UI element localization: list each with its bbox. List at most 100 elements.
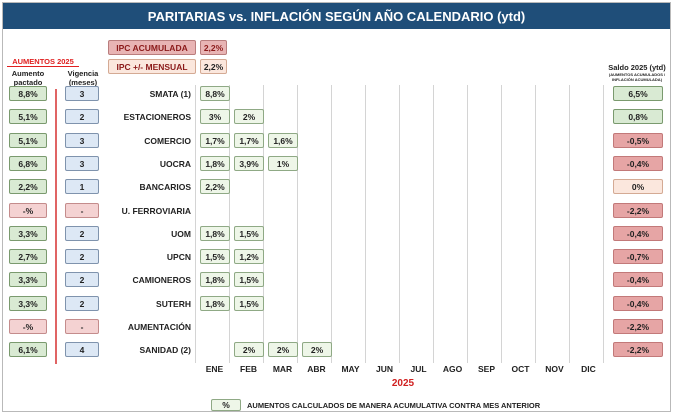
aumentos-group-header: AUMENTOS 2025 bbox=[7, 57, 79, 67]
monthly-increase-cell: 3% bbox=[200, 109, 230, 124]
monthly-increase-cell: 1% bbox=[268, 156, 298, 171]
union-name: UOM bbox=[171, 229, 191, 239]
aumento-pactado-cell: -% bbox=[9, 319, 47, 334]
aumento-pactado-cell: -% bbox=[9, 203, 47, 218]
month-divider bbox=[467, 85, 468, 363]
union-name: COMERCIO bbox=[144, 136, 191, 146]
saldo-subheader: (AUMENTOS ACUMULADOS / INFLACIÓN ACUMULA… bbox=[608, 72, 666, 82]
union-name: ESTACIONEROS bbox=[123, 112, 191, 122]
aumento-pactado-cell: 2,2% bbox=[9, 179, 47, 194]
union-name: BANCARIOS bbox=[139, 182, 191, 192]
saldo-cell: -0,4% bbox=[613, 156, 663, 171]
page-title: PARITARIAS vs. INFLACIÓN SEGÚN AÑO CALEN… bbox=[3, 3, 670, 29]
saldo-cell: -0,5% bbox=[613, 133, 663, 148]
monthly-increase-cell: 2% bbox=[268, 342, 298, 357]
vigencia-cell: - bbox=[65, 319, 99, 334]
aumento-pactado-header: Aumento pactado bbox=[11, 69, 45, 87]
aumento-pactado-cell: 5,1% bbox=[9, 109, 47, 124]
vigencia-cell: 3 bbox=[65, 156, 99, 171]
year-label: 2025 bbox=[391, 378, 415, 389]
union-name: U. FERROVIARIA bbox=[121, 206, 191, 216]
month-label: DIC bbox=[581, 364, 596, 374]
month-divider bbox=[263, 85, 264, 363]
aumento-pactado-cell: 3,3% bbox=[9, 296, 47, 311]
month-label: OCT bbox=[511, 364, 530, 374]
saldo-header: Saldo 2025 (ytd) bbox=[608, 63, 666, 72]
month-divider bbox=[399, 85, 400, 363]
union-name: UOCRA bbox=[159, 159, 191, 169]
aumento-pactado-cell: 5,1% bbox=[9, 133, 47, 148]
month-label: ENE bbox=[205, 364, 224, 374]
monthly-increase-cell: 1,5% bbox=[200, 249, 230, 264]
ipc-acumulada-value: 2,2% bbox=[200, 40, 227, 55]
vigencia-cell: 2 bbox=[65, 109, 99, 124]
month-divider bbox=[433, 85, 434, 363]
aumento-pactado-cell: 2,7% bbox=[9, 249, 47, 264]
legend-swatch: % bbox=[211, 399, 241, 411]
month-label: MAR bbox=[272, 364, 293, 374]
saldo-cell: -2,2% bbox=[613, 342, 663, 357]
month-label: AGO bbox=[442, 364, 463, 374]
aumento-pactado-cell: 3,3% bbox=[9, 226, 47, 241]
vigencia-cell: 3 bbox=[65, 133, 99, 148]
ipc-acumulada-label: IPC ACUMULADA bbox=[108, 40, 196, 55]
monthly-increase-cell: 1,5% bbox=[234, 226, 264, 241]
saldo-cell: 0% bbox=[613, 179, 663, 194]
monthly-increase-cell: 1,6% bbox=[268, 133, 298, 148]
monthly-increase-cell: 2% bbox=[234, 109, 264, 124]
vigencia-cell: - bbox=[65, 203, 99, 218]
ipc-mensual-label: IPC +/- MENSUAL bbox=[108, 59, 196, 74]
month-divider bbox=[535, 85, 536, 363]
month-label: ABR bbox=[307, 364, 326, 374]
ipc-mensual-value: 2,2% bbox=[200, 59, 227, 74]
vigencia-header: Vigencia (meses) bbox=[67, 69, 99, 87]
monthly-increase-cell: 1,5% bbox=[234, 272, 264, 287]
union-name: SANIDAD (2) bbox=[139, 345, 191, 355]
saldo-cell: -2,2% bbox=[613, 203, 663, 218]
saldo-cell: 0,8% bbox=[613, 109, 663, 124]
vigencia-cell: 2 bbox=[65, 226, 99, 241]
aumento-pactado-cell: 6,8% bbox=[9, 156, 47, 171]
month-divider bbox=[297, 85, 298, 363]
month-label: SEP bbox=[477, 364, 495, 374]
monthly-increase-cell: 3,9% bbox=[234, 156, 264, 171]
month-divider bbox=[195, 85, 196, 363]
monthly-increase-cell: 1,8% bbox=[200, 296, 230, 311]
month-label: NOV bbox=[545, 364, 564, 374]
vigencia-cell: 2 bbox=[65, 272, 99, 287]
union-name: SMATA (1) bbox=[149, 89, 191, 99]
vigencia-cell: 2 bbox=[65, 249, 99, 264]
monthly-increase-cell: 1,8% bbox=[200, 156, 230, 171]
saldo-cell: -0,7% bbox=[613, 249, 663, 264]
saldo-cell: 6,5% bbox=[613, 86, 663, 101]
monthly-increase-cell: 1,7% bbox=[200, 133, 230, 148]
month-label: MAY bbox=[341, 364, 360, 374]
legend-text: AUMENTOS CALCULADOS DE MANERA ACUMULATIV… bbox=[247, 401, 541, 410]
monthly-increase-cell: 1,2% bbox=[234, 249, 264, 264]
monthly-increase-cell: 2% bbox=[302, 342, 332, 357]
month-divider bbox=[603, 85, 604, 363]
aumento-pactado-cell: 6,1% bbox=[9, 342, 47, 357]
vigencia-cell: 1 bbox=[65, 179, 99, 194]
month-label: JUN bbox=[375, 364, 393, 374]
saldo-cell: -0,4% bbox=[613, 296, 663, 311]
saldo-cell: -2,2% bbox=[613, 319, 663, 334]
aumento-pactado-cell: 3,3% bbox=[9, 272, 47, 287]
monthly-increase-cell: 8,8% bbox=[200, 86, 230, 101]
union-name: SUTERH bbox=[156, 299, 191, 309]
union-name: CAMIONEROS bbox=[132, 275, 191, 285]
month-divider bbox=[501, 85, 502, 363]
monthly-increase-cell: 1,5% bbox=[234, 296, 264, 311]
red-divider bbox=[55, 89, 57, 364]
vigencia-cell: 2 bbox=[65, 296, 99, 311]
month-divider bbox=[229, 85, 230, 363]
monthly-increase-cell: 1,8% bbox=[200, 272, 230, 287]
union-name: AUMENTACIÓN bbox=[127, 322, 191, 332]
month-divider bbox=[365, 85, 366, 363]
month-label: JUL bbox=[410, 364, 427, 374]
aumento-pactado-cell: 8,8% bbox=[9, 86, 47, 101]
month-divider bbox=[569, 85, 570, 363]
month-label: FEB bbox=[240, 364, 257, 374]
saldo-cell: -0,4% bbox=[613, 272, 663, 287]
